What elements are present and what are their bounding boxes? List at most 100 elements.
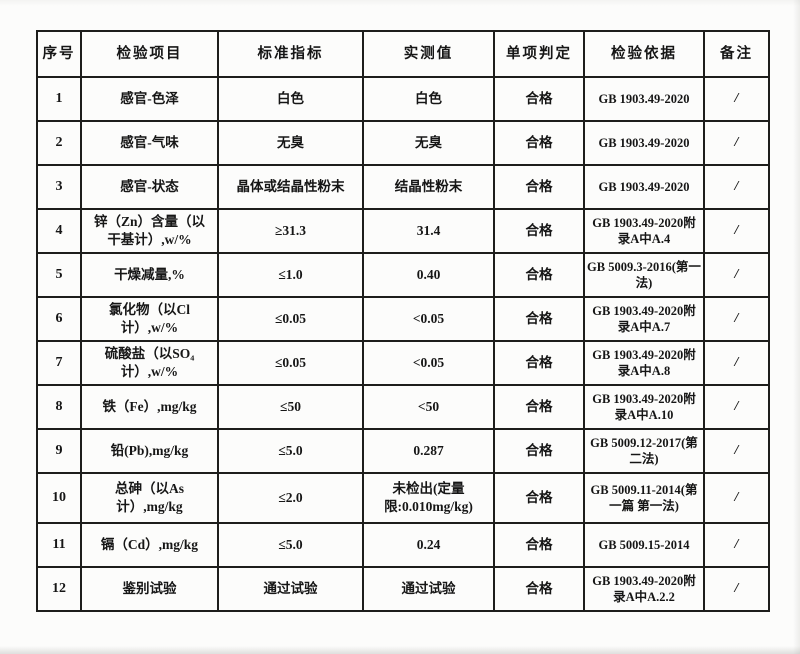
cell-judgment: 合格 <box>493 252 585 298</box>
cell-measured-value: <50 <box>362 384 495 430</box>
inspection-results-table: 序号 检验项目 标准指标 实测值 单项判定 检验依据 备注 1 感官-色泽 白色 白色 合格 GB 1… <box>36 30 770 612</box>
table-row: 9 铅(Pb),mg/kg ≤5.0 0.287 合格 GB 5009.12-2017(第… <box>36 428 770 474</box>
cell-judgment: 合格 <box>493 296 585 342</box>
cell-remark: / <box>703 340 770 386</box>
cell-standard-index: ≥31.3 <box>217 208 364 254</box>
cell-measured-value: 结晶性粉末 <box>362 164 495 210</box>
cell-judgment: 合格 <box>493 120 585 166</box>
cell-judgment: 合格 <box>493 472 585 524</box>
cell-remark: / <box>703 296 770 342</box>
cell-seq-no: 12 <box>36 566 82 612</box>
cell-test-item: 铅(Pb),mg/kg <box>80 428 219 474</box>
cell-standard-index: ≤50 <box>217 384 364 430</box>
table-row: 4 锌（Zn）含量（以干基计）,w/% ≥31.3 31.4 合格 GB 1903.49-… <box>36 208 770 254</box>
cell-judgment: 合格 <box>493 76 585 122</box>
cell-measured-value: 0.287 <box>362 428 495 474</box>
column-header-5: 检验依据 <box>583 30 705 78</box>
cell-seq-no: 11 <box>36 522 82 568</box>
column-header-6: 备注 <box>703 30 770 78</box>
cell-standard-index: ≤2.0 <box>217 472 364 524</box>
cell-test-item: 感官-色泽 <box>80 76 219 122</box>
cell-test-item: 干燥减量,% <box>80 252 219 298</box>
cell-judgment: 合格 <box>493 428 585 474</box>
column-header-3: 实测值 <box>362 30 495 78</box>
cell-test-item: 总砷（以As计）,mg/kg <box>80 472 219 524</box>
cell-remark: / <box>703 76 770 122</box>
cell-test-basis: GB 5009.12-2017(第二法) <box>583 428 705 474</box>
cell-seq-no: 8 <box>36 384 82 430</box>
cell-measured-value: 未检出(定量限:0.010mg/kg) <box>362 472 495 524</box>
cell-test-basis: GB 5009.3-2016(第一法) <box>583 252 705 298</box>
cell-test-basis: GB 1903.49-2020附录A中A.8 <box>583 340 705 386</box>
cell-measured-value: 31.4 <box>362 208 495 254</box>
cell-test-item: 鉴别试验 <box>80 566 219 612</box>
cell-standard-index: ≤0.05 <box>217 340 364 386</box>
cell-remark: / <box>703 384 770 430</box>
cell-test-basis: GB 1903.49-2020 <box>583 164 705 210</box>
cell-measured-value: 0.24 <box>362 522 495 568</box>
cell-remark: / <box>703 252 770 298</box>
table-header-row: 序号 检验项目 标准指标 实测值 单项判定 检验依据 备注 <box>36 30 770 78</box>
cell-test-item: 锌（Zn）含量（以干基计）,w/% <box>80 208 219 254</box>
cell-test-basis: GB 1903.49-2020 <box>583 76 705 122</box>
cell-remark: / <box>703 522 770 568</box>
cell-remark: / <box>703 428 770 474</box>
cell-seq-no: 3 <box>36 164 82 210</box>
cell-test-basis: GB 1903.49-2020附录A中A.4 <box>583 208 705 254</box>
cell-seq-no: 6 <box>36 296 82 342</box>
cell-seq-no: 7 <box>36 340 82 386</box>
table-row: 11 镉（Cd）,mg/kg ≤5.0 0.24 合格 GB 5009.15-2014/ <box>36 522 770 568</box>
cell-test-basis: GB 5009.15-2014 <box>583 522 705 568</box>
column-header-0: 序号 <box>36 30 82 78</box>
cell-test-item: 铁（Fe）,mg/kg <box>80 384 219 430</box>
cell-test-basis: GB 1903.49-2020附录A中A.2.2 <box>583 566 705 612</box>
table-row: 6 氯化物（以Cl计）,w/% ≤0.05 <0.05 合格 GB 1903.49-202… <box>36 296 770 342</box>
cell-remark: / <box>703 208 770 254</box>
cell-measured-value: 通过试验 <box>362 566 495 612</box>
cell-standard-index: ≤1.0 <box>217 252 364 298</box>
table-body: 1 感官-色泽 白色 白色 合格 GB 1903.49-2020/2 感官-气味 无臭 无臭 合格… <box>36 76 770 612</box>
cell-judgment: 合格 <box>493 522 585 568</box>
cell-test-item: 氯化物（以Cl计）,w/% <box>80 296 219 342</box>
cell-judgment: 合格 <box>493 208 585 254</box>
cell-test-item: 感官-状态 <box>80 164 219 210</box>
cell-remark: / <box>703 566 770 612</box>
cell-judgment: 合格 <box>493 566 585 612</box>
cell-judgment: 合格 <box>493 164 585 210</box>
cell-seq-no: 1 <box>36 76 82 122</box>
cell-test-item: 硫酸盐（以SO₄计）,w/% <box>80 340 219 386</box>
cell-test-basis: GB 1903.49-2020附录A中A.10 <box>583 384 705 430</box>
cell-measured-value: <0.05 <box>362 296 495 342</box>
cell-standard-index: 白色 <box>217 76 364 122</box>
cell-remark: / <box>703 472 770 524</box>
column-header-4: 单项判定 <box>493 30 585 78</box>
column-header-1: 检验项目 <box>80 30 219 78</box>
cell-seq-no: 2 <box>36 120 82 166</box>
cell-test-basis: GB 1903.49-2020 <box>583 120 705 166</box>
cell-measured-value: 0.40 <box>362 252 495 298</box>
cell-judgment: 合格 <box>493 340 585 386</box>
table-row: 12 鉴别试验 通过试验 通过试验 合格 GB 1903.49-2020附录A中A.2.2… <box>36 566 770 612</box>
table-row: 7 硫酸盐（以SO₄计）,w/% ≤0.05 <0.05 合格 GB 1903.49-20… <box>36 340 770 386</box>
cell-standard-index: 晶体或结晶性粉末 <box>217 164 364 210</box>
cell-seq-no: 5 <box>36 252 82 298</box>
cell-test-basis: GB 5009.11-2014(第一篇 第一法) <box>583 472 705 524</box>
table-row: 1 感官-色泽 白色 白色 合格 GB 1903.49-2020/ <box>36 76 770 122</box>
table-row: 2 感官-气味 无臭 无臭 合格 GB 1903.49-2020/ <box>36 120 770 166</box>
table-row: 3 感官-状态 晶体或结晶性粉末 结晶性粉末 合格 GB 1903.49-2020/ <box>36 164 770 210</box>
cell-standard-index: 无臭 <box>217 120 364 166</box>
cell-standard-index: ≤0.05 <box>217 296 364 342</box>
cell-seq-no: 10 <box>36 472 82 524</box>
cell-test-item: 镉（Cd）,mg/kg <box>80 522 219 568</box>
cell-seq-no: 4 <box>36 208 82 254</box>
cell-remark: / <box>703 164 770 210</box>
column-header-2: 标准指标 <box>217 30 364 78</box>
cell-standard-index: ≤5.0 <box>217 522 364 568</box>
table-row: 10 总砷（以As计）,mg/kg ≤2.0 未检出(定量限:0.010mg/kg) 合… <box>36 472 770 524</box>
cell-measured-value: 白色 <box>362 76 495 122</box>
cell-standard-index: ≤5.0 <box>217 428 364 474</box>
cell-measured-value: 无臭 <box>362 120 495 166</box>
table-row: 8 铁（Fe）,mg/kg ≤50 <50 合格 GB 1903.49-2020附录A中A… <box>36 384 770 430</box>
cell-judgment: 合格 <box>493 384 585 430</box>
